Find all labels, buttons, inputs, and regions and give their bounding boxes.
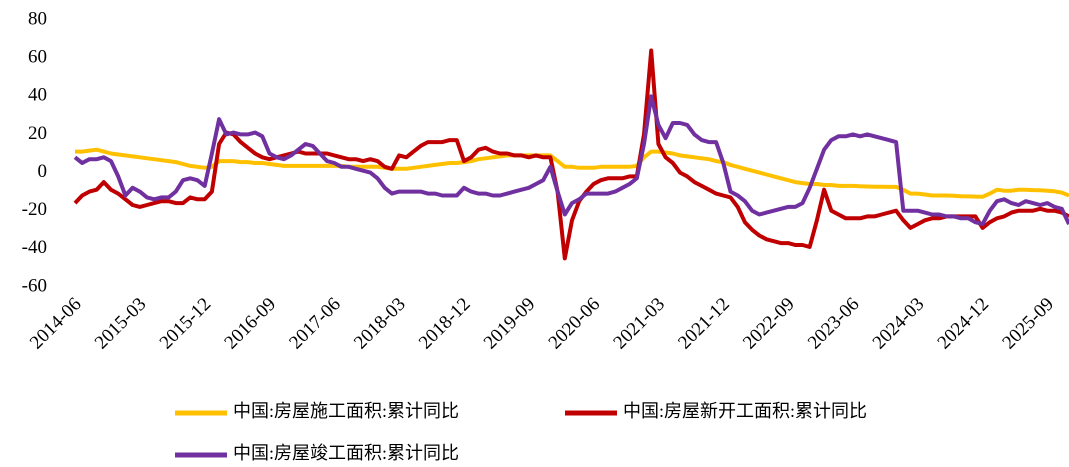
series-line [75,147,1069,199]
legend-label: 中国:房屋新开工面积:累计同比 [623,401,867,421]
series-line [73,48,1069,261]
y-tick-label: -20 [22,199,47,220]
x-tick-label: 2015-03 [91,294,151,354]
legend-label: 中国:房屋竣工面积:累计同比 [233,443,459,463]
series-line [73,94,1069,227]
y-tick-label: -40 [22,237,47,258]
x-tick-label: 2024-03 [869,294,929,354]
x-tick-label: 2021-12 [674,294,734,354]
y-tick-label: 20 [28,123,47,144]
legend-label: 中国:房屋施工面积:累计同比 [233,401,459,421]
x-tick-label: 2024-12 [934,294,994,354]
x-tick-label: 2018-12 [415,294,475,354]
y-tick-label: 40 [28,85,47,106]
x-tick-label: 2018-03 [350,294,410,354]
y-tick-label: -60 [22,275,47,296]
x-tick-label: 2025-09 [998,294,1058,354]
y-tick-label: 80 [28,8,47,29]
x-tick-label: 2022-09 [739,294,799,354]
x-tick-label: 2023-06 [804,294,864,354]
y-tick-label: 0 [38,161,48,182]
x-tick-label: 2017-06 [285,294,345,354]
x-tick-label: 2015-12 [156,294,216,354]
x-tick-label: 2021-03 [609,294,669,354]
x-tick-label: 2014-06 [26,294,86,354]
y-tick-label: 60 [28,47,47,68]
x-tick-label: 2016-09 [220,294,280,354]
x-tick-label: 2020-06 [545,294,605,354]
x-tick-label: 2019-09 [480,294,540,354]
